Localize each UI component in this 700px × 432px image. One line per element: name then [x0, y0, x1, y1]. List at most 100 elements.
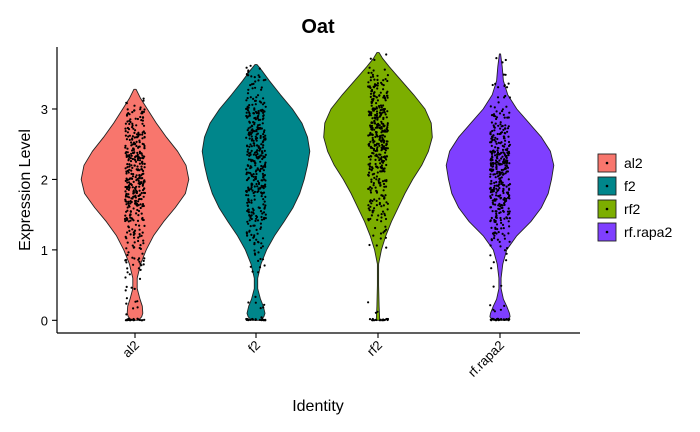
jitter-point — [248, 112, 251, 115]
jitter-point — [124, 134, 127, 137]
jitter-point — [124, 122, 127, 125]
jitter-point — [376, 84, 379, 87]
jitter-point — [134, 129, 137, 132]
jitter-point — [129, 219, 132, 222]
jitter-point — [254, 116, 257, 119]
jitter-point — [253, 190, 257, 193]
jitter-point — [500, 151, 503, 154]
jitter-point — [250, 174, 253, 177]
jitter-point — [133, 236, 136, 239]
jitter-point — [250, 186, 253, 189]
jitter-point — [498, 153, 501, 156]
jitter-point — [368, 66, 371, 69]
jitter-point — [379, 237, 382, 240]
jitter-point — [130, 286, 133, 289]
jitter-point — [248, 145, 251, 148]
jitter-point — [257, 145, 260, 148]
jitter-point — [259, 222, 262, 225]
jitter-point — [262, 135, 265, 139]
jitter-point — [493, 234, 496, 237]
jitter-point — [508, 240, 511, 243]
jitter-point — [128, 119, 131, 122]
jitter-point — [374, 84, 377, 87]
jitter-point — [125, 313, 128, 316]
jitter-point — [493, 237, 496, 240]
jitter-point — [385, 179, 388, 182]
jitter-point — [249, 265, 252, 268]
jitter-point — [370, 133, 374, 136]
jitter-point — [252, 97, 255, 100]
jitter-point — [380, 127, 383, 130]
jitter-point — [253, 160, 256, 163]
jitter-point — [249, 318, 252, 321]
jitter-point — [142, 263, 145, 266]
jitter-point — [254, 103, 257, 106]
jitter-point — [132, 147, 135, 150]
jitter-point — [380, 164, 383, 167]
jitter-point — [506, 217, 509, 220]
jitter-point — [500, 221, 503, 224]
jitter-point — [508, 225, 511, 228]
jitter-point — [492, 134, 495, 137]
jitter-point — [254, 86, 257, 89]
jitter-point — [372, 69, 375, 72]
jitter-point — [507, 144, 511, 148]
jitter-point — [134, 142, 137, 145]
jitter-point — [490, 267, 493, 270]
jitter-point — [254, 162, 257, 165]
jitter-point — [386, 74, 389, 77]
jitter-point — [128, 165, 131, 168]
jitter-point — [131, 122, 134, 125]
jitter-point — [253, 252, 256, 255]
jitter-point — [247, 88, 250, 91]
y-tick-label: 1 — [41, 243, 48, 258]
jitter-point — [256, 232, 259, 235]
jitter-point — [123, 217, 127, 221]
jitter-point — [489, 133, 492, 136]
jitter-point — [262, 306, 265, 309]
jitter-point — [367, 71, 370, 74]
jitter-point — [262, 187, 265, 190]
jitter-point — [492, 163, 495, 166]
jitter-point — [370, 90, 373, 93]
jitter-point — [491, 317, 494, 320]
jitter-point — [373, 198, 376, 201]
jitter-point — [496, 153, 499, 156]
jitter-point — [506, 247, 509, 250]
jitter-point — [496, 151, 500, 154]
jitter-point — [251, 138, 254, 141]
jitter-point — [500, 168, 503, 172]
jitter-point — [502, 73, 505, 76]
jitter-point — [508, 111, 511, 114]
jitter-point — [378, 124, 381, 127]
jitter-point — [380, 156, 383, 159]
jitter-point — [496, 317, 499, 320]
jitter-point — [246, 144, 249, 147]
jitter-point — [505, 259, 508, 262]
jitter-point — [129, 182, 132, 186]
jitter-point — [262, 140, 265, 143]
jitter-point — [141, 184, 144, 187]
jitter-point — [257, 118, 260, 122]
jitter-point — [495, 194, 498, 197]
jitter-point — [134, 196, 137, 199]
jitter-point — [372, 141, 375, 144]
jitter-point — [129, 210, 132, 213]
jitter-point — [259, 257, 262, 261]
jitter-point — [367, 110, 370, 113]
jitter-point — [385, 144, 388, 147]
jitter-point — [495, 212, 498, 215]
jitter-point — [498, 170, 501, 174]
jitter-point — [373, 128, 376, 131]
jitter-point — [382, 88, 385, 91]
jitter-point — [495, 223, 499, 226]
jitter-point — [489, 168, 492, 171]
jitter-point — [381, 210, 385, 213]
jitter-point — [505, 252, 508, 255]
jitter-point — [367, 187, 370, 190]
jitter-point — [376, 310, 379, 313]
jitter-point — [500, 182, 503, 185]
jitter-point — [132, 127, 135, 130]
jitter-point — [139, 106, 142, 109]
jitter-point — [492, 308, 495, 311]
